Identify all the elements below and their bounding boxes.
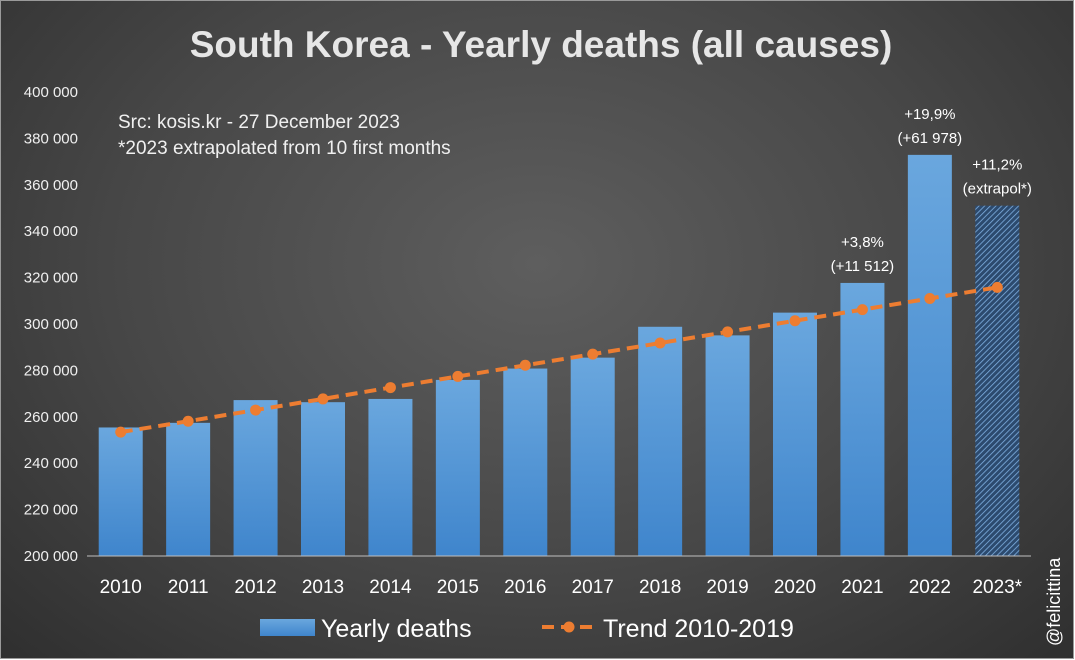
y-tick-label: 380 000 xyxy=(24,130,78,147)
bar-data-label: (+61 978) xyxy=(898,130,963,147)
bar-2012 xyxy=(233,400,278,556)
legend-swatch-yearly-deaths xyxy=(260,619,315,636)
bar-2017 xyxy=(570,357,615,556)
x-axis: 2010 2011 2012 2013 2014 2015 2016 2017 2018 2019… xyxy=(100,577,1023,598)
y-tick-label: 280 000 xyxy=(24,362,78,379)
y-tick-label: 260 000 xyxy=(24,409,78,426)
legend-marker-trend xyxy=(563,621,575,633)
x-tick-label: 2012 xyxy=(234,577,276,598)
x-tick-label: 2021 xyxy=(841,577,883,598)
trend-point-2017 xyxy=(587,348,599,360)
y-tick-label: 340 000 xyxy=(24,223,78,240)
x-tick-label: 2019 xyxy=(706,577,748,598)
trend-point-2018 xyxy=(654,337,666,349)
bar-2023 xyxy=(975,205,1020,556)
x-tick-label: 2014 xyxy=(369,577,412,598)
legend-label-trend: Trend 2010-2019 xyxy=(603,615,794,643)
legend: Yearly deaths Trend 2010-2019 xyxy=(260,615,794,643)
bar-data-label: +19,9% xyxy=(904,106,955,123)
bar-annotations: +3,8% (+11 512) +19,9% (+61 978) +11,2% (extr… xyxy=(831,106,1032,275)
y-tick-label: 200 000 xyxy=(24,548,78,565)
bar-data-label: +11,2% xyxy=(972,157,1022,174)
x-tick-label: 2010 xyxy=(100,577,142,598)
y-tick-label: 400 000 xyxy=(24,84,78,101)
x-tick-label: 2023* xyxy=(972,577,1022,598)
x-tick-label: 2022 xyxy=(909,577,951,598)
watermark-handle: @felicittina xyxy=(1044,557,1064,646)
x-tick-label: 2020 xyxy=(774,577,816,598)
chart-title: South Korea - Yearly deaths (all causes) xyxy=(190,24,893,65)
trend-point-2020 xyxy=(789,315,801,327)
x-tick-label: 2011 xyxy=(168,577,209,598)
bar-data-label: (+11 512) xyxy=(831,258,895,275)
bar-2013 xyxy=(301,402,345,556)
trend-group xyxy=(115,281,1003,438)
bar-2021 xyxy=(840,282,885,556)
bars-group xyxy=(98,154,1020,556)
x-tick-label: 2018 xyxy=(639,577,681,598)
trend-point-2015 xyxy=(452,370,464,382)
x-tick-label: 2015 xyxy=(437,577,479,598)
extrapolation-note: *2023 extrapolated from 10 first months xyxy=(118,138,451,159)
bar-2014 xyxy=(368,398,413,556)
bar-data-label: +3,8% xyxy=(841,234,884,251)
trend-point-2021 xyxy=(856,304,868,316)
trend-point-2023 xyxy=(991,281,1003,293)
y-tick-label: 360 000 xyxy=(24,177,78,194)
x-tick-label: 2017 xyxy=(572,577,614,598)
legend-label-yearly-deaths: Yearly deaths xyxy=(321,615,472,643)
x-tick-label: 2013 xyxy=(302,577,344,598)
bar-2016 xyxy=(503,368,548,556)
trend-point-2011 xyxy=(182,415,194,427)
bar-2018 xyxy=(638,326,683,556)
y-tick-label: 300 000 xyxy=(24,316,78,333)
trend-point-2010 xyxy=(115,426,127,438)
trend-line xyxy=(120,285,998,435)
trend-point-2012 xyxy=(250,404,262,416)
y-tick-label: 240 000 xyxy=(24,455,78,472)
trend-point-2016 xyxy=(519,359,531,371)
trend-point-2022 xyxy=(924,292,936,304)
bar-2019 xyxy=(705,335,750,556)
y-tick-label: 320 000 xyxy=(24,270,78,287)
source-note: Src: kosis.kr - 27 December 2023 xyxy=(118,112,400,133)
bar-2020 xyxy=(773,312,817,556)
x-tick-label: 2016 xyxy=(504,577,546,598)
trend-point-2013 xyxy=(317,393,329,405)
bar-data-label: (extrapol*) xyxy=(963,181,1032,198)
trend-point-2019 xyxy=(722,326,734,338)
y-axis: 200 000 220 000 240 000 260 000 280 000 300 0… xyxy=(24,84,78,565)
bar-2010 xyxy=(98,427,143,556)
bar-2011 xyxy=(166,422,211,556)
bar-2022 xyxy=(907,154,952,556)
bar-2015 xyxy=(435,379,480,556)
trend-point-2014 xyxy=(384,382,396,394)
y-tick-label: 220 000 xyxy=(24,502,78,519)
